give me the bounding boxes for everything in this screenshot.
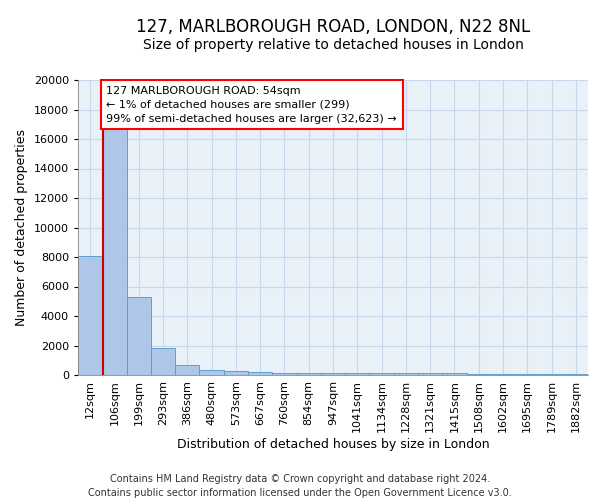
Bar [467,374,491,375]
Bar [175,364,199,375]
Bar [370,373,394,375]
X-axis label: Distribution of detached houses by size in London: Distribution of detached houses by size … [176,438,490,450]
Bar [78,256,102,375]
Bar [296,373,321,375]
Text: 127, MARLBOROUGH ROAD, LONDON, N22 8NL: 127, MARLBOROUGH ROAD, LONDON, N22 8NL [136,18,530,36]
Bar [564,374,588,375]
Text: Size of property relative to detached houses in London: Size of property relative to detached ho… [143,38,523,52]
Bar [102,128,127,375]
Y-axis label: Number of detached properties: Number of detached properties [15,129,28,326]
Bar [539,374,564,375]
Bar [418,373,442,375]
Bar [127,297,151,375]
Bar [151,348,175,375]
Bar [272,372,296,375]
Bar [394,373,418,375]
Bar [321,373,345,375]
Bar [345,373,370,375]
Bar [442,374,467,375]
Bar [248,372,272,375]
Text: Contains HM Land Registry data © Crown copyright and database right 2024.
Contai: Contains HM Land Registry data © Crown c… [88,474,512,498]
Bar [491,374,515,375]
Bar [199,370,224,375]
Text: 127 MARLBOROUGH ROAD: 54sqm
← 1% of detached houses are smaller (299)
99% of sem: 127 MARLBOROUGH ROAD: 54sqm ← 1% of deta… [106,86,397,124]
Bar [515,374,539,375]
Bar [224,370,248,375]
